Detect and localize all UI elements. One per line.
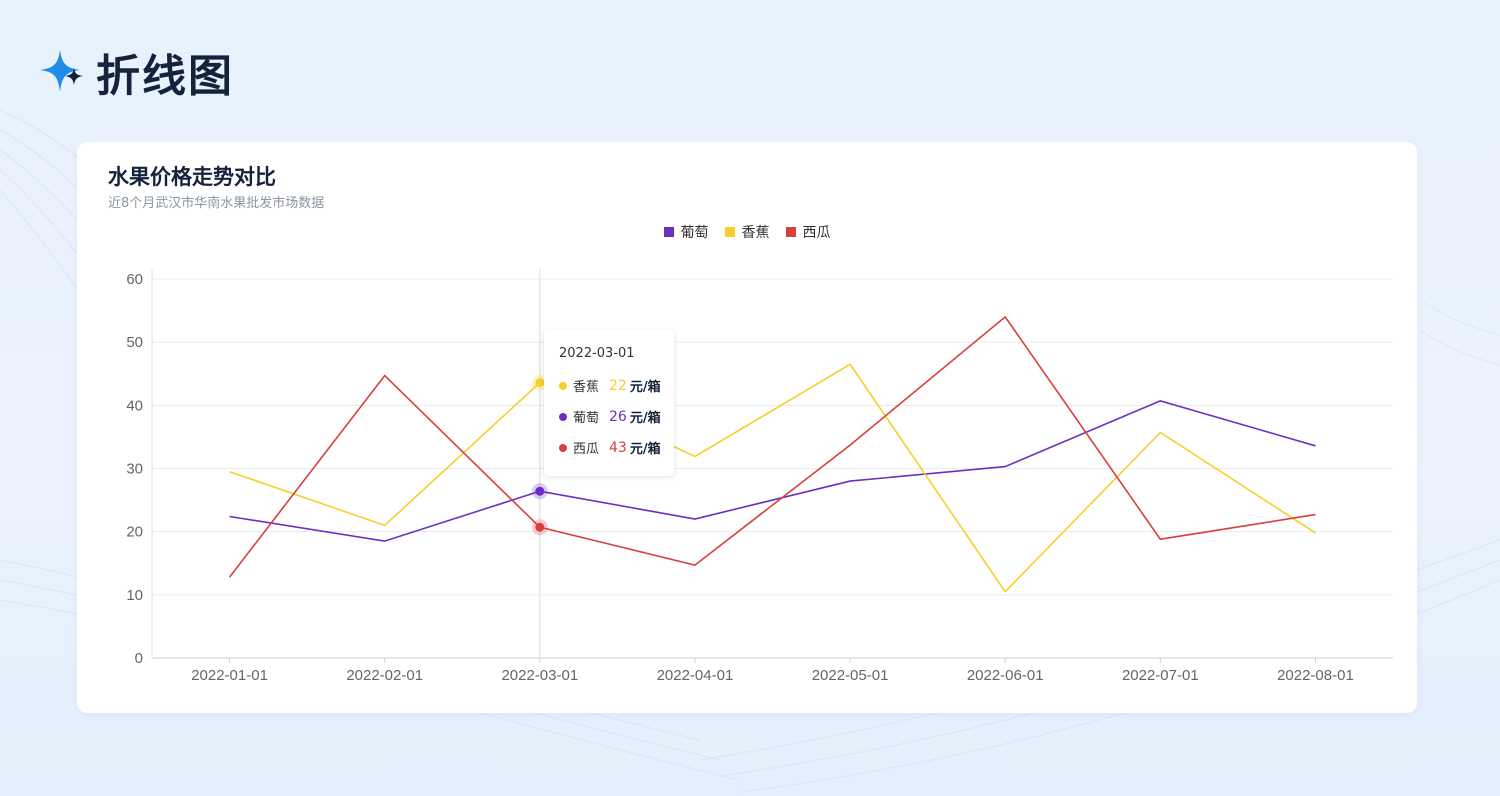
page-title: 折线图 xyxy=(96,51,234,102)
highlight-point xyxy=(535,378,545,388)
legend-swatch xyxy=(663,227,674,237)
y-tick-label: 20 xyxy=(126,524,143,541)
tooltip-series-name: 香蕉 xyxy=(573,380,600,395)
tooltip-value: 26 xyxy=(609,408,627,425)
y-tick-label: 50 xyxy=(126,334,143,351)
x-tick-label: 2022-05-01 xyxy=(812,667,889,684)
x-tick-label: 2022-08-01 xyxy=(1277,667,1354,684)
tooltip-date: 2022-03-01 xyxy=(559,346,635,361)
tooltip-value: 22 xyxy=(609,377,627,394)
y-tick-label: 40 xyxy=(126,397,143,414)
chart-card: 水果价格走势对比 近8个月武汉市华南水果批发市场数据 葡萄 香蕉 西瓜 0 10 2… xyxy=(77,142,1417,713)
tooltip-dot xyxy=(559,381,567,390)
y-tick-label: 60 xyxy=(126,271,143,288)
chart-title: 水果价格走势对比 xyxy=(108,165,276,189)
legend-item-banana[interactable]: 香蕉 xyxy=(724,222,770,242)
legend-label: 葡萄 xyxy=(680,225,709,241)
x-tick-label: 2022-06-01 xyxy=(967,667,1044,684)
tooltip-dot xyxy=(559,412,567,421)
tooltip-value: 43 xyxy=(609,439,627,456)
y-tick-label: 30 xyxy=(126,461,143,478)
x-tick-label: 2022-04-01 xyxy=(657,667,734,684)
highlight-point xyxy=(535,486,545,496)
legend-item-grape[interactable]: 葡萄 xyxy=(663,222,709,242)
tooltip-unit: 元/箱 xyxy=(629,411,661,426)
series-line xyxy=(229,363,1316,593)
series-line xyxy=(228,315,1316,578)
highlight-point xyxy=(535,522,545,532)
line-chart[interactable]: 0 10 20 30 40 50 60 2022-01-01 2022-02-01 2022-03… xyxy=(77,142,1417,713)
series-line xyxy=(229,400,1316,542)
legend-label: 西瓜 xyxy=(802,225,831,241)
legend-label: 香蕉 xyxy=(741,225,770,241)
y-tick-label: 0 xyxy=(135,650,143,667)
legend-item-watermelon[interactable]: 西瓜 xyxy=(785,222,831,242)
chart-tooltip: 2022-03-01 香蕉 22 元/箱 葡萄 26 元/箱 西瓜 43 元/箱 xyxy=(544,330,674,476)
tooltip-row-grape: 葡萄 26 元/箱 xyxy=(559,407,661,426)
tooltip-row-watermelon: 西瓜 43 元/箱 xyxy=(559,438,661,457)
tooltip-dot xyxy=(559,443,567,452)
tooltip-unit: 元/箱 xyxy=(629,380,661,395)
x-tick-label: 2022-03-01 xyxy=(501,667,578,684)
page-header: 折线图 xyxy=(38,44,234,102)
y-tick-label: 10 xyxy=(126,587,143,604)
tooltip-row-banana: 香蕉 22 元/箱 xyxy=(559,376,661,395)
chart-subtitle: 近8个月武汉市华南水果批发市场数据 xyxy=(108,196,325,211)
tooltip-series-name: 西瓜 xyxy=(573,442,600,457)
tooltip-series-name: 葡萄 xyxy=(573,411,600,426)
sparkle-icon xyxy=(40,50,83,92)
chart-legend: 葡萄 香蕉 西瓜 xyxy=(77,222,1417,242)
tooltip-unit: 元/箱 xyxy=(629,442,661,457)
x-tick-label: 2022-07-01 xyxy=(1122,667,1199,684)
legend-swatch xyxy=(724,227,735,237)
x-tick-label: 2022-02-01 xyxy=(346,667,423,684)
x-tick-label: 2022-01-01 xyxy=(191,667,268,684)
legend-swatch xyxy=(785,227,796,237)
